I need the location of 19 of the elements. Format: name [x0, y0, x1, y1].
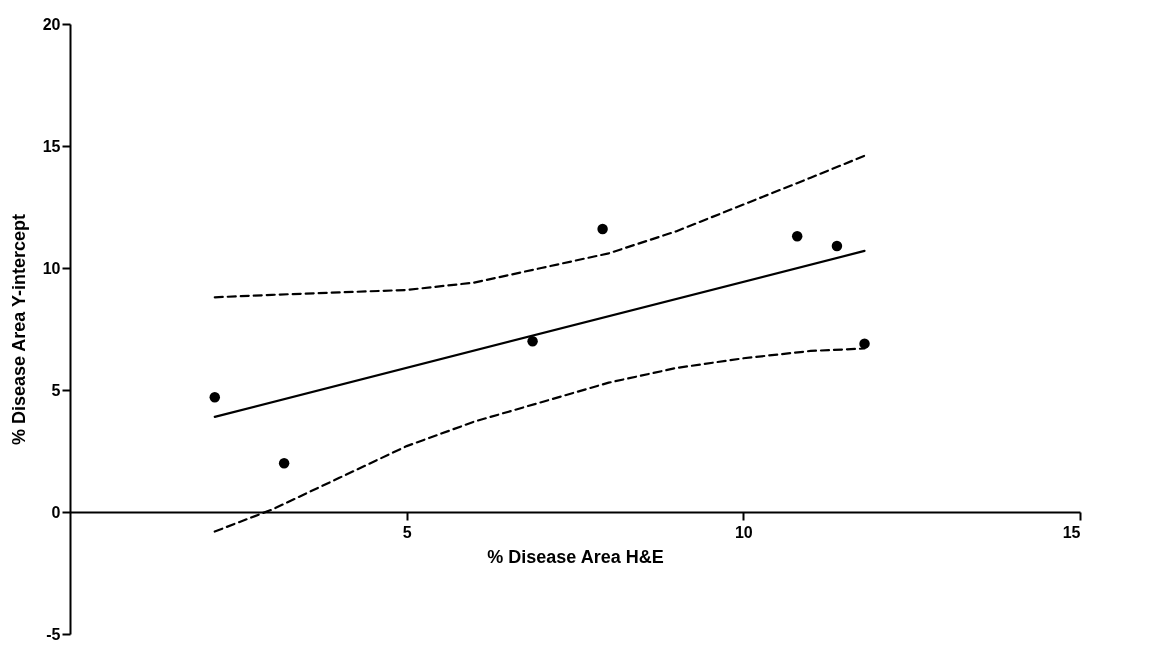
line-series [213, 154, 866, 299]
x-tick-label: 5 [402, 523, 412, 541]
x-tick-label: 10 [734, 523, 753, 541]
point [527, 335, 538, 347]
x-tick-label: 15 [1062, 523, 1081, 541]
point [597, 223, 608, 235]
y-tick-label: 20 [42, 15, 61, 33]
point [278, 457, 290, 469]
point [209, 392, 221, 403]
point [859, 338, 870, 349]
y-tick-label: 0 [51, 503, 61, 521]
point [831, 240, 843, 252]
y-tick-label: 5 [51, 381, 61, 399]
y-tick-label: -5 [46, 625, 61, 643]
point [791, 231, 803, 242]
y-axis-title: % Disease Area Y-intercept [8, 213, 29, 446]
y-tick-label: 10 [42, 259, 61, 277]
y-tick-label: 15 [42, 137, 61, 155]
x-axis-title: % Disease Area H&E [487, 546, 664, 567]
